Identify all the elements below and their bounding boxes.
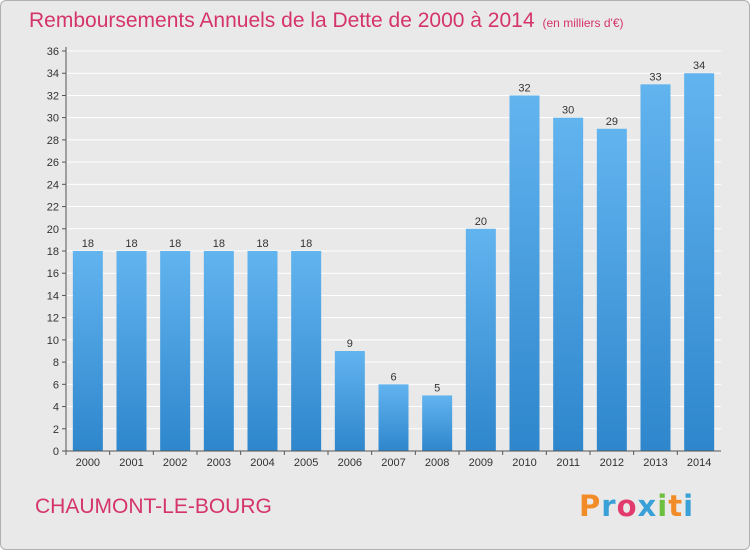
data-label: 6 — [390, 371, 396, 383]
x-tick-label: 2001 — [119, 457, 143, 469]
x-tick-label: 2013 — [643, 457, 667, 469]
y-tick-label: 36 — [47, 46, 59, 58]
y-tick-label: 10 — [47, 335, 59, 347]
x-tick-label: 2014 — [687, 457, 711, 469]
chart-title: Remboursements Annuels de la Dette de 20… — [29, 9, 624, 33]
data-label: 18 — [300, 238, 312, 250]
logo-letter: i — [683, 489, 695, 523]
bars — [72, 73, 715, 452]
x-tick-label: 2006 — [338, 457, 362, 469]
data-label: 18 — [256, 238, 268, 250]
y-tick-label: 32 — [47, 90, 59, 102]
bar — [553, 117, 584, 452]
data-label: 33 — [649, 71, 661, 83]
bar — [203, 251, 234, 451]
bar — [160, 251, 191, 451]
commune-name: CHAUMONT-LE-BOURG — [35, 495, 272, 518]
x-tick-label: 2011 — [556, 457, 580, 469]
data-label: 18 — [82, 238, 94, 250]
y-tick-label: 12 — [47, 313, 59, 325]
bar — [116, 251, 147, 451]
logo-letter: i — [657, 489, 669, 523]
bar — [291, 251, 322, 451]
data-label: 18 — [213, 238, 225, 250]
labels: 0246810121416182022242628303234362000182… — [47, 46, 712, 469]
bar — [465, 228, 496, 451]
bar — [640, 84, 671, 451]
y-tick-label: 28 — [47, 135, 59, 147]
y-tick-label: 6 — [53, 379, 59, 391]
data-label: 9 — [347, 338, 353, 350]
data-label: 30 — [562, 105, 574, 117]
y-tick-label: 2 — [53, 424, 59, 436]
x-tick-label: 2012 — [600, 457, 624, 469]
bar — [378, 384, 409, 451]
y-tick-label: 8 — [53, 357, 59, 369]
data-label: 32 — [518, 82, 530, 94]
x-tick-label: 2008 — [425, 457, 449, 469]
y-tick-label: 4 — [53, 402, 59, 414]
bar — [509, 95, 540, 451]
chart-unit: (en milliers d'€) — [542, 16, 624, 30]
x-tick-label: 2009 — [469, 457, 493, 469]
data-label: 18 — [125, 238, 137, 250]
axes — [62, 47, 721, 455]
y-tick-label: 30 — [47, 113, 59, 125]
data-label: 18 — [169, 238, 181, 250]
x-tick-label: 2005 — [294, 457, 318, 469]
x-tick-label: 2003 — [207, 457, 231, 469]
x-tick-label: 2010 — [512, 457, 536, 469]
data-label: 20 — [475, 216, 487, 228]
x-tick-label: 2007 — [381, 457, 405, 469]
y-tick-label: 14 — [47, 290, 59, 302]
y-tick-label: 22 — [47, 202, 59, 214]
y-tick-label: 34 — [47, 68, 59, 80]
y-tick-label: 26 — [47, 157, 59, 169]
data-label: 34 — [693, 60, 705, 72]
data-label: 29 — [606, 116, 618, 128]
logo-letter: t — [668, 489, 684, 523]
bar — [247, 251, 278, 451]
bar — [334, 351, 365, 451]
bar — [596, 128, 627, 451]
x-tick-label: 2004 — [250, 457, 274, 469]
y-tick-label: 24 — [47, 179, 59, 191]
bar — [684, 73, 715, 451]
logo-letter: r — [601, 489, 617, 523]
y-tick-label: 18 — [47, 246, 59, 258]
logo-letter: x — [637, 489, 658, 523]
logo-letter: P — [579, 489, 602, 523]
data-label: 5 — [434, 382, 440, 394]
bar — [72, 251, 103, 451]
y-tick-label: 20 — [47, 224, 59, 236]
bar — [422, 395, 453, 451]
logo-letter: o — [616, 489, 638, 523]
y-tick-label: 0 — [53, 446, 59, 458]
x-tick-label: 2002 — [163, 457, 187, 469]
x-tick-label: 2000 — [76, 457, 100, 469]
chart-title-text: Remboursements Annuels de la Dette de 20… — [29, 9, 535, 32]
proxiti-logo: Proxiti — [579, 489, 694, 523]
y-tick-label: 16 — [47, 268, 59, 280]
